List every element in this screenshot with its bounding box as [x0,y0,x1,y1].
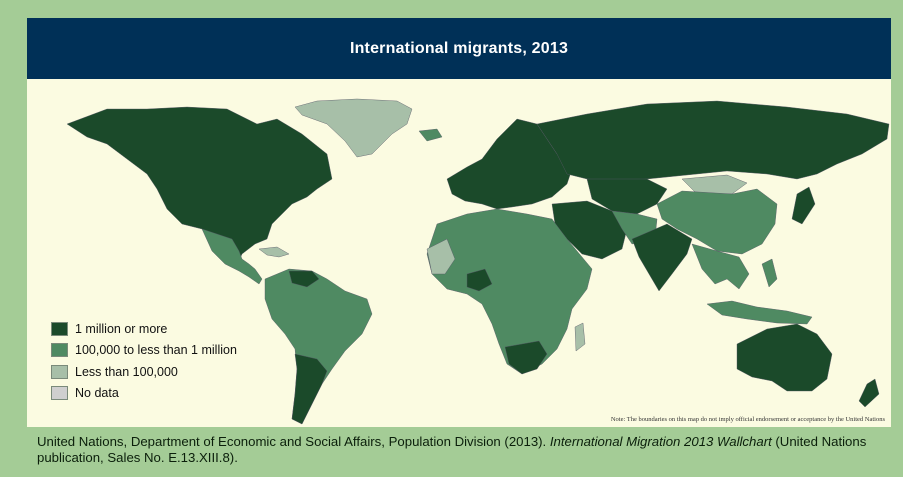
boundary-note: Note: The boundaries on this map do not … [610,416,885,423]
citation-tail: (United Nations publication, Sales No. E… [37,434,867,465]
region-south-america [264,268,373,425]
map-title-bar: International migrants, 2013 [27,18,891,79]
region-russia [536,100,890,182]
region-india [631,223,693,292]
region-japan [791,186,816,225]
region-southeast-asia [691,243,750,290]
region-mongolia [681,174,748,195]
region-caribbean [258,246,290,258]
region-central-asia [586,178,668,215]
region-philippines [761,258,778,288]
legend-label: 1 million or more [75,321,168,336]
legend-label: Less than 100,000 [75,364,178,379]
map-figure: International migrants, 2013 [27,18,891,427]
citation-text: United Nations, Department of Economic a… [37,434,550,449]
region-europe [446,118,573,210]
region-west-africa-light [426,238,456,275]
region-venezuela [288,270,320,288]
source-citation: United Nations, Department of Economic a… [37,434,887,466]
legend-item: 1 million or more [51,318,237,340]
legend-swatch [51,321,68,336]
legend-swatch [51,343,68,358]
region-argentina [291,353,328,425]
region-africa [426,208,593,375]
region-central-america [201,228,263,285]
legend-label: 100,000 to less than 1 million [75,343,237,358]
legend-swatch [51,364,68,379]
map-legend: 1 million or more 100,000 to less than 1… [51,318,237,404]
legend-item: No data [51,383,237,405]
world-map [66,98,890,425]
region-north-america [66,106,333,262]
legend-item: 100,000 to less than 1 million [51,340,237,362]
region-indonesia [706,300,813,325]
citation-italic: International Migration 2013 Wallchart [549,434,772,449]
legend-swatch [51,386,68,401]
region-madagascar [574,322,586,352]
region-nigeria [466,268,493,292]
region-greenland [294,98,413,158]
region-new-zealand [858,378,880,408]
region-australia [736,323,833,392]
region-china [656,188,778,255]
region-iceland [418,128,443,142]
map-title: International migrants, 2013 [349,39,569,57]
region-south-africa [504,340,548,375]
legend-item: Less than 100,000 [51,361,237,383]
legend-label: No data [75,386,119,401]
